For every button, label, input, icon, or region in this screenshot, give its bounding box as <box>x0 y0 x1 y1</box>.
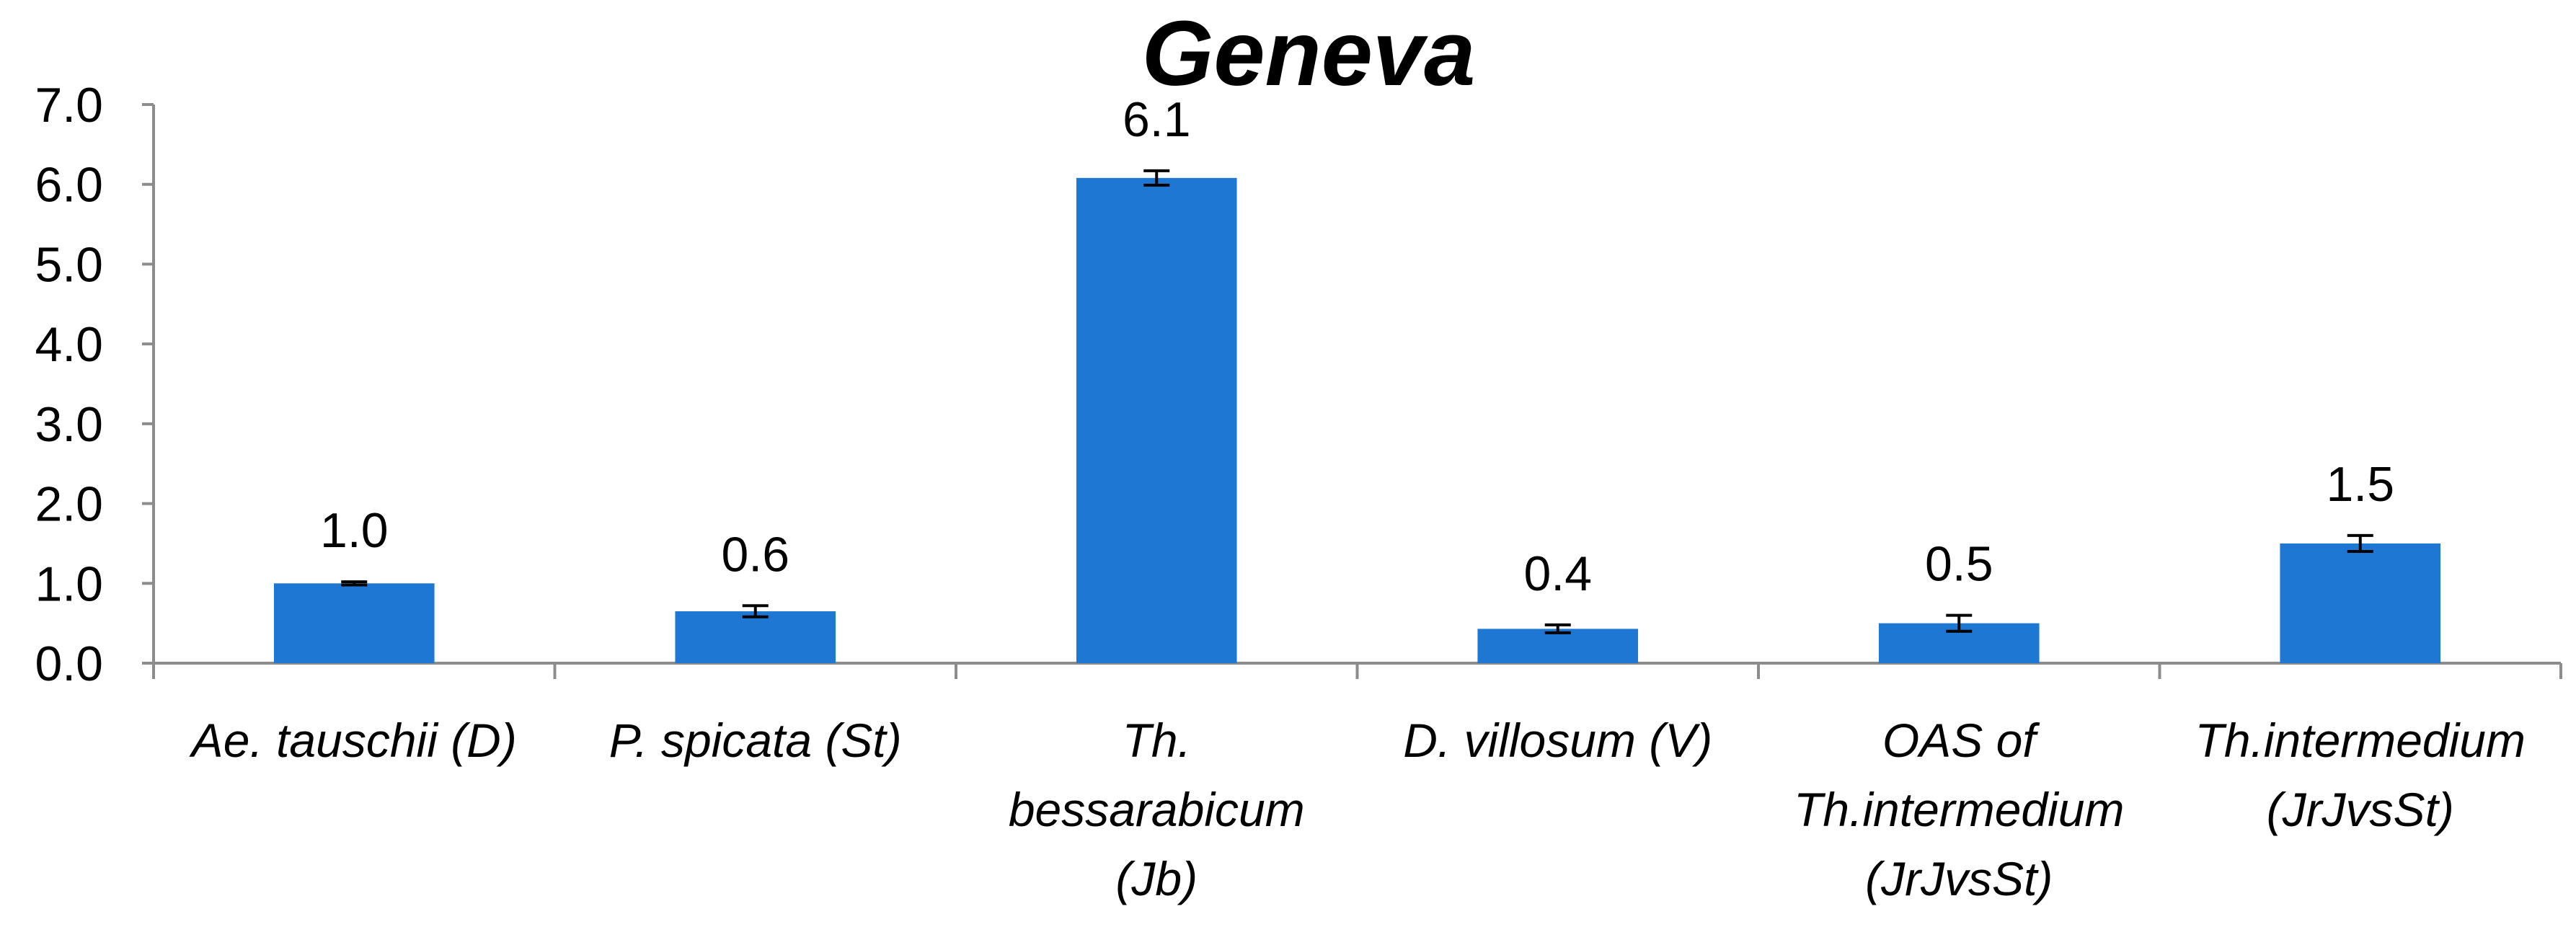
data-label: 1.5 <box>2326 457 2394 512</box>
data-label: 1.0 <box>320 503 389 558</box>
chart-title: Geneva <box>1142 2 1476 105</box>
y-tick-label: 1.0 <box>35 556 103 611</box>
data-label: 0.4 <box>1523 546 1592 601</box>
x-tick-label: Ae. tauschii (D) <box>189 714 517 767</box>
bar <box>1076 177 1237 663</box>
bars <box>273 169 2441 663</box>
x-tick-label: Th.intermedium <box>2195 714 2526 767</box>
x-tick-label: OAS of <box>1882 714 2040 767</box>
x-tick-label: P. spicata (St) <box>609 714 902 767</box>
y-tick-label: 3.0 <box>35 397 103 452</box>
bar <box>273 583 435 663</box>
axes: 0.0 1.0 2.0 3.0 4.0 5.0 6.0 7.0 <box>35 78 2562 691</box>
bar <box>1477 629 1639 663</box>
x-tick-label: bessarabicum <box>1009 783 1305 836</box>
bar <box>675 611 836 663</box>
y-tick-label: 0.0 <box>35 636 103 691</box>
y-tick-label: 7.0 <box>35 78 103 133</box>
data-label: 0.5 <box>1925 537 1993 592</box>
y-tick-label: 2.0 <box>35 477 103 532</box>
x-tick-label: D. villosum (V) <box>1403 714 1712 767</box>
x-tick-label: Th.intermedium <box>1794 783 2125 836</box>
bar <box>2280 543 2441 663</box>
y-tick-label: 6.0 <box>35 158 103 213</box>
x-tick-label: (Jb) <box>1115 852 1198 905</box>
labels: 1.0 Ae. tauschii (D) 0.6 P. spicata (St) 6.1… <box>189 92 2526 905</box>
data-label: 0.6 <box>721 527 789 582</box>
y-tick-label: 5.0 <box>35 237 103 292</box>
x-tick-label: (JrJvsSt) <box>1865 852 2053 905</box>
x-tick-label: (JrJvsSt) <box>2267 783 2454 836</box>
x-tick-label: Th. <box>1123 714 1191 767</box>
y-tick-label: 4.0 <box>35 317 103 372</box>
data-label: 6.1 <box>1123 92 1191 147</box>
